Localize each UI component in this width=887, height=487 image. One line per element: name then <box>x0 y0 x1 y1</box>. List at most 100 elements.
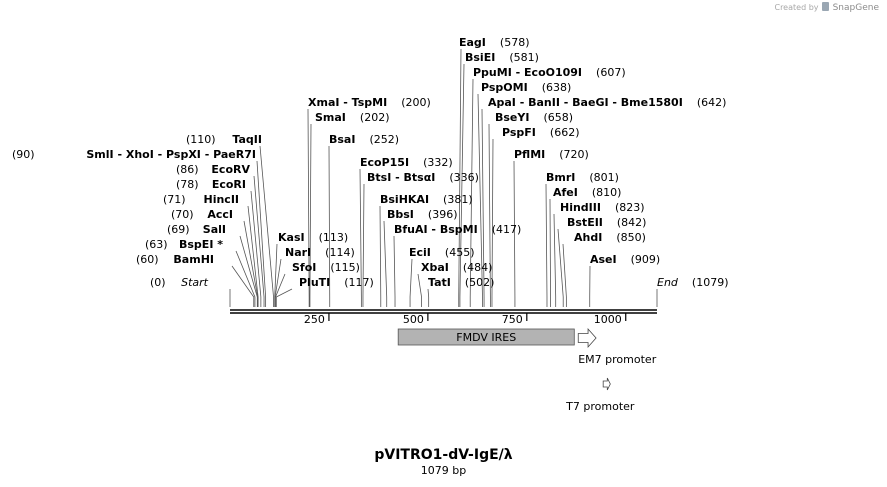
site-leader-bfuai <box>393 235 396 307</box>
site-pos-end: (1079) <box>692 276 729 289</box>
site-sfoi[interactable]: SfoI (115) <box>275 261 360 307</box>
site-end[interactable]: End (1079) <box>656 276 729 307</box>
site-leader-taqii <box>259 145 274 307</box>
ruler-label-500: 500 <box>403 313 424 326</box>
site-name-kasi: KasI <box>278 231 305 244</box>
site-leader-sfoi <box>275 273 286 307</box>
site-bfuai[interactable]: BfuAI - BspMI (417) <box>393 223 521 307</box>
site-name-bseyi: BseYI <box>495 111 529 124</box>
site-smli[interactable]: SmlI - XhoI - PspXI - PaeR7I (90) <box>12 148 267 307</box>
site-eagi[interactable]: EagI (578) <box>458 36 530 307</box>
ruler-label-250: 250 <box>304 313 325 326</box>
site-xmai[interactable]: XmaI - TspMI (200) <box>307 96 431 307</box>
site-name-xmai: XmaI - TspMI <box>308 96 387 109</box>
site-ahdi[interactable]: AhdI (850) <box>562 231 646 307</box>
site-name-hindiii: HindIII <box>560 201 601 214</box>
site-bsiei[interactable]: BsiEI (581) <box>459 51 539 307</box>
site-name-btsi: BtsI - BtsαI <box>367 171 435 184</box>
site-xbai[interactable]: XbaI (484) <box>417 261 492 307</box>
site-name-afei: AfeI <box>553 186 578 199</box>
site-leader-bsteii <box>557 228 564 307</box>
site-name-start: Start <box>181 276 209 289</box>
site-leader-xbai <box>417 273 422 307</box>
site-bmri[interactable]: BmrI (801) <box>545 171 619 307</box>
feature-t7-promoter[interactable] <box>602 377 611 391</box>
site-pos-xmai: (200) <box>401 96 431 109</box>
site-pos-btsi: (336) <box>449 171 479 184</box>
plasmid-length: 1079 bp <box>420 464 467 477</box>
site-btsi[interactable]: BtsI - BtsαI (336) <box>362 171 479 307</box>
ruler-label-1000: 1000 <box>594 313 622 326</box>
site-leader-bsihkai <box>379 205 382 307</box>
site-leader-bmri <box>545 183 548 307</box>
site-pos-eagi: (578) <box>500 36 530 49</box>
site-name-bmri: BmrI <box>546 171 575 184</box>
site-leader-ahdi <box>562 243 567 307</box>
site-afei[interactable]: AfeI (810) <box>549 186 621 307</box>
site-name-smli: SmlI - XhoI - PspXI - PaeR7I <box>86 148 256 161</box>
credit-prefix: Created by <box>774 3 819 12</box>
site-start[interactable]: Start (0) <box>150 276 231 307</box>
site-apai[interactable]: ApaI - BanII - BaeGI - Bme1580I (642) <box>481 96 726 307</box>
site-pspfi[interactable]: PspFI (662) <box>491 126 580 307</box>
site-acci[interactable]: AccI (70) <box>171 208 259 307</box>
site-pspomi[interactable]: PspOMI (638) <box>477 81 571 307</box>
site-pflmi[interactable]: PflMI (720) <box>513 148 589 307</box>
site-leader-tati <box>427 288 430 307</box>
site-name-ahdi: AhdI <box>574 231 602 244</box>
site-name-bsiei: BsiEI <box>465 51 495 64</box>
site-leader-xmai <box>307 108 310 307</box>
site-pos-bsteii: (842) <box>617 216 647 229</box>
feature-label-t7-promoter: T7 promoter <box>565 400 635 413</box>
site-sali[interactable]: SalI (69) <box>167 223 258 307</box>
site-bsai[interactable]: BsaI (252) <box>328 133 399 307</box>
site-leader-hindiii <box>553 213 557 307</box>
site-nari[interactable]: NarI (114) <box>274 246 355 307</box>
site-tati[interactable]: TatI (502) <box>427 276 494 307</box>
site-pos-ecii: (455) <box>445 246 475 259</box>
site-bamhi[interactable]: BamHI (60) <box>136 253 255 307</box>
site-pos-hindiii: (823) <box>615 201 645 214</box>
site-bsteii[interactable]: BstEII (842) <box>557 216 647 307</box>
site-pos-bamhi: (60) <box>136 253 159 266</box>
site-ecorv[interactable]: EcoRV (86) <box>176 163 265 307</box>
site-leader-smli <box>256 160 267 307</box>
site-ecop15i[interactable]: EcoP15I (332) <box>359 156 453 307</box>
site-pos-ecori: (78) <box>176 178 199 191</box>
site-ecori[interactable]: EcoRI (78) <box>176 178 262 307</box>
site-pos-smli: (90) <box>12 148 35 161</box>
site-ecii[interactable]: EciI (455) <box>409 246 475 307</box>
site-name-pflmi: PflMI <box>514 148 545 161</box>
feature-fmdv-ires[interactable] <box>397 328 575 346</box>
site-pos-ecorv: (86) <box>176 163 199 176</box>
site-bseyi[interactable]: BseYI (658) <box>488 111 573 307</box>
site-bspei[interactable]: BspEI * (63) <box>145 238 256 307</box>
site-pos-nari: (114) <box>325 246 355 259</box>
site-pluti[interactable]: PluTI (117) <box>275 276 374 307</box>
site-leader-ecii <box>409 258 413 307</box>
feature-label-em7-promoter: EM7 promoter <box>578 353 656 366</box>
site-pos-start: (0) <box>150 276 166 289</box>
site-leader-pspfi <box>491 138 494 307</box>
site-smai[interactable]: SmaI (202) <box>309 111 390 307</box>
site-bbsi[interactable]: BbsI (396) <box>383 208 458 307</box>
feature-em7-promoter[interactable] <box>577 327 597 349</box>
site-leader-ecop15i <box>359 168 362 307</box>
site-asei[interactable]: AseI (909) <box>589 253 660 307</box>
site-bsihkai[interactable]: BsiHKAI (381) <box>379 193 473 307</box>
site-name-bspei: BspEI * <box>179 238 223 251</box>
site-ppumi[interactable]: PpuMI - EcoO109I (607) <box>469 66 626 307</box>
site-hindiii[interactable]: HindIII (823) <box>553 201 645 307</box>
site-name-nari: NarI <box>285 246 311 259</box>
site-name-pspfi: PspFI <box>502 126 536 139</box>
ruler-label-750: 750 <box>502 313 523 326</box>
site-pos-bsiei: (581) <box>509 51 539 64</box>
site-leader-pluti <box>275 288 293 307</box>
site-pos-kasi: (113) <box>319 231 349 244</box>
site-name-xbai: XbaI <box>421 261 449 274</box>
site-leader-ecori <box>250 190 262 307</box>
site-name-ecop15i: EcoP15I <box>360 156 409 169</box>
site-taqii[interactable]: TaqII (110) <box>186 133 274 307</box>
site-name-sali: SalI <box>203 223 226 236</box>
